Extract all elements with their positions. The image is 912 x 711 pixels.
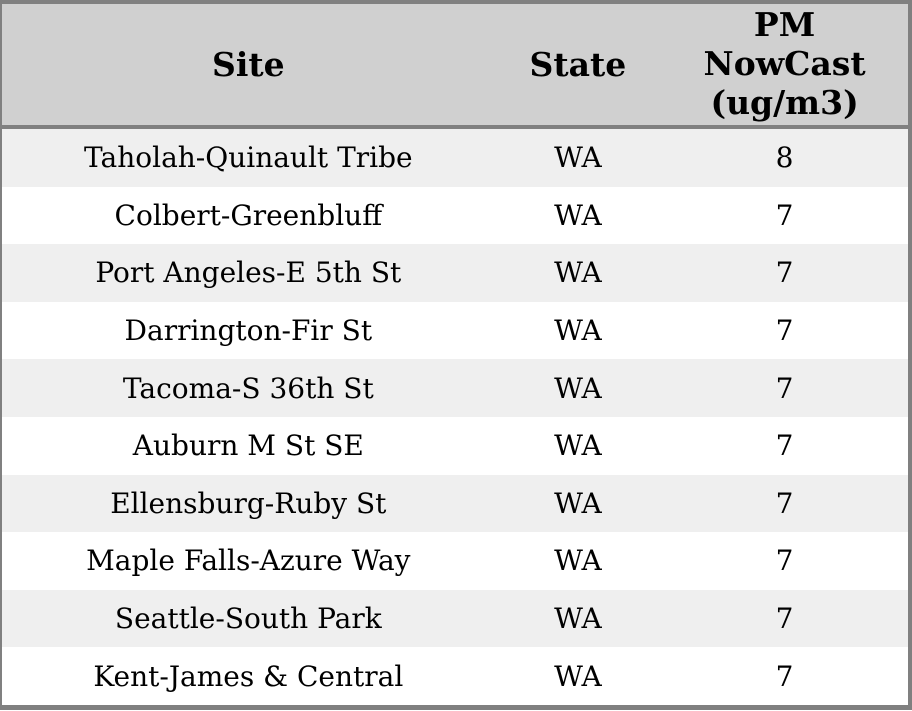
column-header-state: State [494,2,662,129]
site-cell: Maple Falls-Azure Way [1,532,495,590]
column-header-pm-nowcast-label: PM NowCast (ug/m3) [703,5,866,122]
pm-nowcast-cell: 7 [661,416,910,475]
table-row: Ellensburg-Ruby St WA 7 [1,474,910,533]
pm-nowcast-cell: 7 [661,474,910,533]
state-cell: WA [494,647,662,708]
table-row: Auburn M St SE WA 7 [1,416,910,475]
site-cell: Port Angeles-E 5th St [1,244,495,302]
state-cell: WA [494,244,662,302]
table-row: Taholah-Quinault Tribe WA 8 [1,127,910,187]
table-body: Taholah-Quinault Tribe WA 8 Colbert-Gree… [1,127,910,708]
site-cell: Darrington-Fir St [1,301,495,360]
table-row: Colbert-Greenbluff WA 7 [1,186,910,245]
state-cell: WA [494,301,662,360]
pm-nowcast-cell: 7 [661,647,910,708]
column-header-pm-nowcast: PM NowCast (ug/m3) [661,2,910,129]
site-cell: Seattle-South Park [1,589,495,648]
table-row: Maple Falls-Azure Way WA 7 [1,532,910,590]
pm-nowcast-cell: 7 [661,359,910,417]
state-cell: WA [494,127,662,187]
state-cell: WA [494,416,662,475]
site-cell: Ellensburg-Ruby St [1,474,495,533]
column-header-site-label: Site [212,44,285,84]
table-row: Darrington-Fir St WA 7 [1,301,910,360]
table-header: Site State PM NowCast (ug/m3) [1,2,910,129]
pm-nowcast-cell: 7 [661,532,910,590]
state-cell: WA [494,532,662,590]
column-header-site: Site [1,2,495,129]
pm-nowcast-cell: 8 [661,127,910,187]
state-cell: WA [494,589,662,648]
pm-nowcast-cell: 7 [661,186,910,245]
state-cell: WA [494,359,662,417]
pm-nowcast-cell: 7 [661,589,910,648]
table-row: Seattle-South Park WA 7 [1,589,910,648]
state-cell: WA [494,474,662,533]
table-row: Kent-James & Central WA 7 [1,647,910,708]
pm-nowcast-cell: 7 [661,244,910,302]
state-cell: WA [494,186,662,245]
column-header-state-label: State [529,44,627,84]
site-cell: Auburn M St SE [1,416,495,475]
table-row: Port Angeles-E 5th St WA 7 [1,244,910,302]
pm-nowcast-cell: 7 [661,301,910,360]
site-cell: Taholah-Quinault Tribe [1,127,495,187]
site-cell: Tacoma-S 36th St [1,359,495,417]
site-cell: Colbert-Greenbluff [1,186,495,245]
table-row: Tacoma-S 36th St WA 7 [1,359,910,417]
table-header-row: Site State PM NowCast (ug/m3) [1,2,910,129]
site-cell: Kent-James & Central [1,647,495,708]
